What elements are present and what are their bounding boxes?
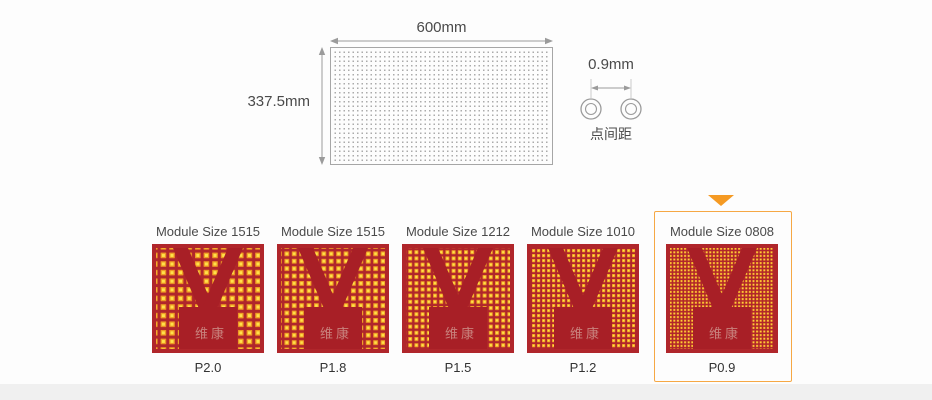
module-title: Module Size 1212 bbox=[405, 224, 511, 239]
module-title: Module Size 1515 bbox=[280, 224, 386, 239]
led-dot-icon bbox=[620, 98, 642, 120]
module-image: 维康 bbox=[402, 244, 514, 353]
module-pitch-label: P0.9 bbox=[708, 360, 736, 375]
module-card[interactable]: Module Size 1212 维康 P1.5 bbox=[402, 224, 514, 375]
dimension-height-label: 337.5mm bbox=[247, 93, 310, 110]
led-panel-diagram bbox=[330, 47, 553, 165]
module-title: Module Size 0808 bbox=[669, 224, 775, 239]
module-image: 维康 bbox=[152, 244, 264, 353]
pitch-caption: 点间距 bbox=[590, 126, 632, 142]
pixel-pitch-diagram bbox=[580, 79, 642, 120]
brand-watermark: 维康 bbox=[195, 326, 227, 341]
panel-dot-grid bbox=[333, 50, 550, 162]
led-dot-icon bbox=[580, 98, 602, 120]
brand-watermark: 维康 bbox=[709, 326, 741, 341]
module-pitch-label: P1.5 bbox=[444, 360, 472, 375]
module-card[interactable]: Module Size 1515 维康 P1.8 bbox=[277, 224, 389, 375]
module-title: Module Size 1010 bbox=[530, 224, 636, 239]
module-image: 维康 bbox=[277, 244, 389, 353]
brand-watermark: 维康 bbox=[570, 326, 602, 341]
module-card[interactable]: Module Size 1010 维康 P1.2 bbox=[527, 224, 639, 375]
module-pitch-label: P1.8 bbox=[319, 360, 347, 375]
height-dimension-arrow bbox=[318, 47, 326, 165]
module-image: 维康 bbox=[527, 244, 639, 353]
brand-m-logo bbox=[548, 248, 618, 349]
module-card[interactable]: Module Size 0808 维康 P0.9 bbox=[666, 224, 778, 375]
brand-watermark: 维康 bbox=[320, 326, 352, 341]
module-card[interactable]: Module Size 1515 维康 P2.0 bbox=[152, 224, 264, 375]
brand-m-logo bbox=[173, 248, 243, 349]
brand-m-logo bbox=[298, 248, 368, 349]
brand-watermark: 维康 bbox=[445, 326, 477, 341]
module-image: 维康 bbox=[666, 244, 778, 353]
width-dimension-arrow bbox=[330, 37, 553, 45]
module-pitch-label: P2.0 bbox=[194, 360, 222, 375]
brand-m-logo bbox=[423, 248, 493, 349]
brand-m-logo bbox=[687, 248, 757, 349]
selection-indicator-triangle bbox=[708, 195, 734, 206]
footer-strip bbox=[0, 384, 932, 400]
dimension-width-label: 600mm bbox=[416, 19, 467, 36]
pitch-value-label: 0.9mm bbox=[588, 56, 634, 73]
highlight-box bbox=[654, 211, 792, 382]
module-title: Module Size 1515 bbox=[155, 224, 261, 239]
module-pitch-label: P1.2 bbox=[569, 360, 597, 375]
